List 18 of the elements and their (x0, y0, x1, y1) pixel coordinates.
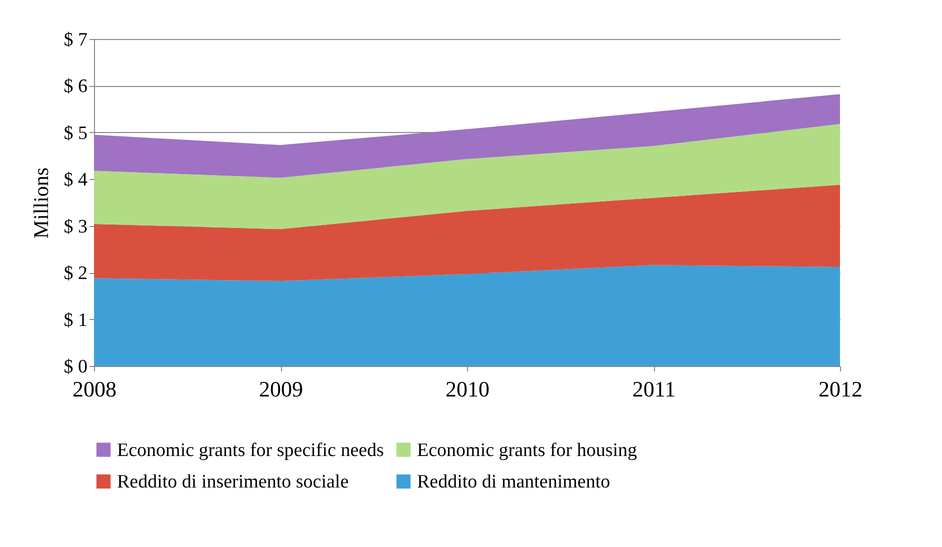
legend-label: Reddito di inserimento sociale (117, 472, 349, 492)
y-tick-label: $ 6 (64, 76, 88, 98)
y-tick-label: $ 7 (64, 30, 88, 50)
x-tick-label: 2011 (632, 376, 676, 402)
y-tick-label: $ 0 (64, 356, 88, 378)
y-tick-label: $ 1 (64, 310, 88, 331)
y-tick-label: $ 5 (64, 122, 88, 144)
legend-label: Economic grants for housing (417, 440, 638, 461)
x-tick-label: 2008 (72, 376, 116, 402)
y-tick-label: $ 4 (64, 170, 88, 191)
x-tick-label: 2012 (818, 376, 862, 402)
y-tick-label: $ 3 (64, 216, 88, 238)
x-tick-label: 2009 (259, 376, 303, 402)
legend-label: Reddito di mantenimento (417, 472, 610, 492)
y-tick-label: $ 2 (64, 263, 88, 284)
legend-label: Economic grants for specific needs (117, 440, 384, 461)
y-axis-title: Millions (28, 167, 53, 239)
x-tick-label: 2010 (446, 376, 490, 402)
